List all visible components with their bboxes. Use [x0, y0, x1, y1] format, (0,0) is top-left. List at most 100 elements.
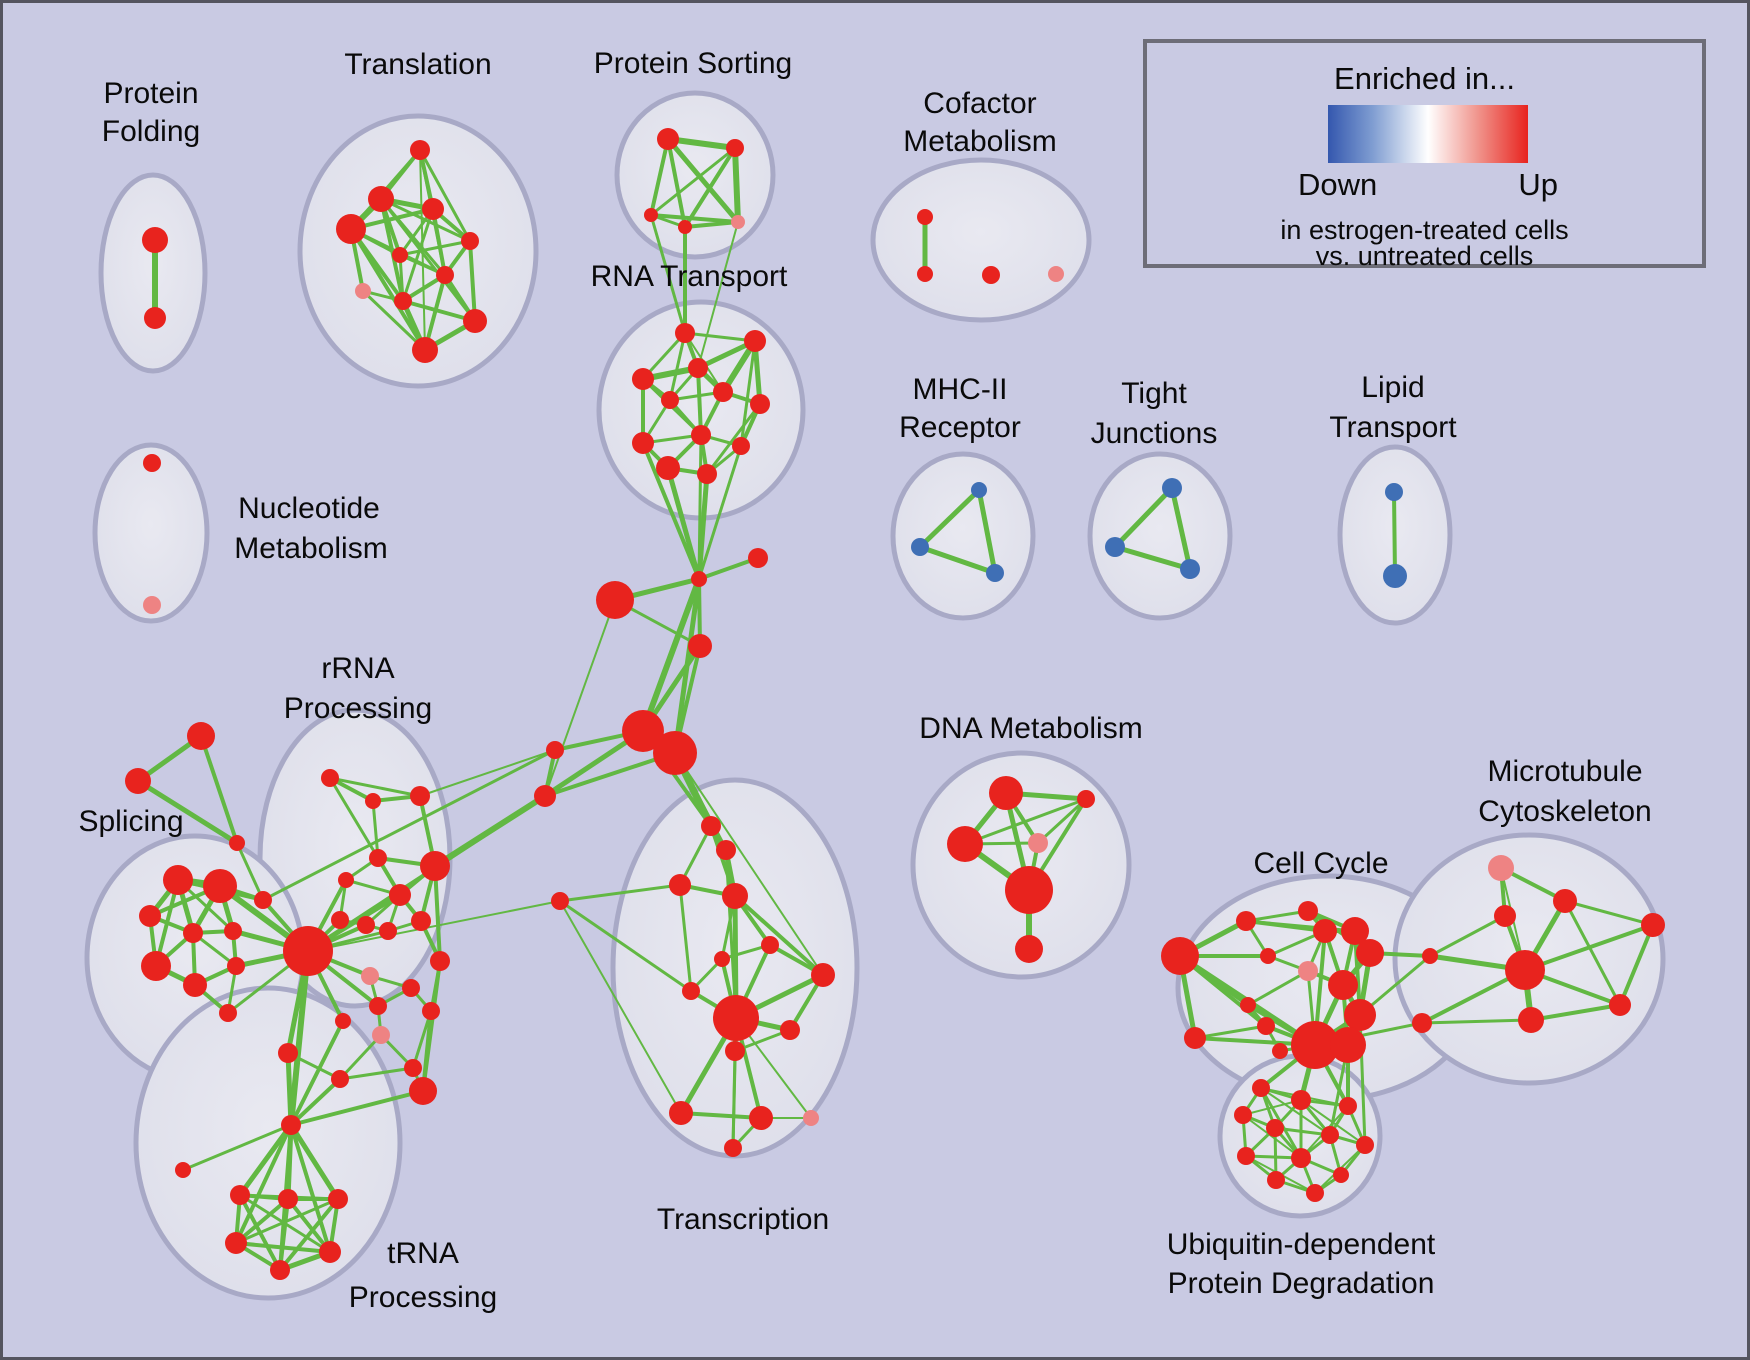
node-R3[interactable] [410, 786, 430, 806]
node-RT12[interactable] [697, 464, 717, 484]
node-TR14[interactable] [803, 1110, 819, 1126]
node-CC4[interactable] [1298, 901, 1318, 921]
node-U7[interactable] [1356, 1136, 1374, 1154]
node-CC12[interactable] [1344, 999, 1376, 1031]
node-R17[interactable] [422, 1002, 440, 1020]
node-TR5[interactable] [761, 936, 779, 954]
node-RT7[interactable] [750, 394, 770, 414]
node-Sp4[interactable] [183, 923, 203, 943]
node-C1[interactable] [691, 571, 707, 587]
node-TR8[interactable] [811, 963, 835, 987]
node-CC2[interactable] [1184, 1027, 1206, 1049]
node-TR6[interactable] [714, 951, 730, 967]
node-PF2[interactable] [144, 307, 166, 329]
node-U9[interactable] [1291, 1148, 1311, 1168]
node-U3[interactable] [1339, 1097, 1357, 1115]
node-NM1[interactable] [143, 454, 161, 472]
node-CC13[interactable] [1257, 1017, 1275, 1035]
node-M1[interactable] [1488, 855, 1514, 881]
node-R5[interactable] [338, 872, 354, 888]
node-C8[interactable] [534, 785, 556, 807]
node-U11[interactable] [1333, 1167, 1349, 1183]
node-R21[interactable] [331, 1070, 349, 1088]
node-TJ1[interactable] [1162, 478, 1182, 498]
node-U5[interactable] [1266, 1119, 1284, 1137]
node-U8[interactable] [1237, 1147, 1255, 1165]
node-MH3[interactable] [986, 564, 1004, 582]
node-Sp2[interactable] [203, 869, 237, 903]
node-CC6[interactable] [1240, 997, 1256, 1013]
node-R11[interactable] [411, 911, 431, 931]
node-Sp10[interactable] [219, 1004, 237, 1022]
node-T11[interactable] [412, 337, 438, 363]
node-RT5[interactable] [713, 382, 733, 402]
node-CC1[interactable] [1161, 937, 1199, 975]
node-U4[interactable] [1234, 1106, 1252, 1124]
node-T4[interactable] [336, 214, 366, 244]
node-SpC[interactable] [229, 835, 245, 851]
node-R2[interactable] [365, 793, 381, 809]
node-U2[interactable] [1291, 1090, 1311, 1110]
node-R20[interactable] [409, 1077, 437, 1105]
node-R12[interactable] [430, 951, 450, 971]
node-R19[interactable] [404, 1059, 422, 1077]
node-Sp5[interactable] [224, 922, 242, 940]
node-CC3[interactable] [1236, 911, 1256, 931]
node-M7[interactable] [1641, 913, 1665, 937]
node-M6[interactable] [1609, 994, 1631, 1016]
node-SpB[interactable] [125, 768, 151, 794]
node-R10[interactable] [379, 922, 397, 940]
node-TJ2[interactable] [1105, 537, 1125, 557]
node-RT11[interactable] [656, 456, 680, 480]
node-PS5[interactable] [731, 215, 745, 229]
node-D5[interactable] [1005, 866, 1053, 914]
node-CC8[interactable] [1313, 919, 1337, 943]
node-R1[interactable] [321, 769, 339, 787]
node-NM2[interactable] [143, 596, 161, 614]
node-M4[interactable] [1505, 950, 1545, 990]
node-tR6[interactable] [225, 1232, 247, 1254]
node-Sp8[interactable] [183, 973, 207, 997]
node-T8[interactable] [355, 283, 371, 299]
node-TR7[interactable] [682, 982, 700, 1000]
node-U10[interactable] [1267, 1171, 1285, 1189]
node-T1[interactable] [410, 140, 430, 160]
node-T10[interactable] [463, 309, 487, 333]
node-tR1[interactable] [281, 1115, 301, 1135]
node-Mc[interactable] [1422, 948, 1438, 964]
node-tR2[interactable] [175, 1162, 191, 1178]
node-SpA[interactable] [187, 722, 215, 750]
node-CC11[interactable] [1328, 970, 1358, 1000]
node-LT1[interactable] [1385, 483, 1403, 501]
node-TR12[interactable] [669, 1101, 693, 1125]
node-RT6[interactable] [661, 391, 679, 409]
node-tR8[interactable] [270, 1260, 290, 1280]
node-R13[interactable] [361, 967, 379, 985]
node-Sp1[interactable] [163, 865, 193, 895]
node-PS3[interactable] [644, 208, 658, 222]
node-Sp7[interactable] [141, 951, 171, 981]
node-PF1[interactable] [142, 227, 168, 253]
node-M3[interactable] [1494, 905, 1516, 927]
node-C3[interactable] [596, 581, 634, 619]
node-RT2[interactable] [744, 330, 766, 352]
node-C2[interactable] [748, 548, 768, 568]
node-R15[interactable] [369, 997, 387, 1015]
node-D6[interactable] [1015, 935, 1043, 963]
node-MH2[interactable] [911, 538, 929, 556]
node-R23[interactable] [278, 1043, 298, 1063]
node-U6[interactable] [1321, 1126, 1339, 1144]
node-D3[interactable] [947, 826, 983, 862]
node-C10[interactable] [551, 892, 569, 910]
node-R7[interactable] [389, 884, 411, 906]
node-C6[interactable] [653, 731, 697, 775]
node-T9[interactable] [394, 292, 412, 310]
node-tR5[interactable] [328, 1189, 348, 1209]
node-CM4[interactable] [1048, 266, 1064, 282]
node-D4[interactable] [1028, 833, 1048, 853]
node-C5[interactable] [622, 710, 664, 752]
node-Sp9[interactable] [227, 957, 245, 975]
node-R9[interactable] [357, 916, 375, 934]
node-tR3[interactable] [230, 1185, 250, 1205]
node-D1[interactable] [989, 776, 1023, 810]
